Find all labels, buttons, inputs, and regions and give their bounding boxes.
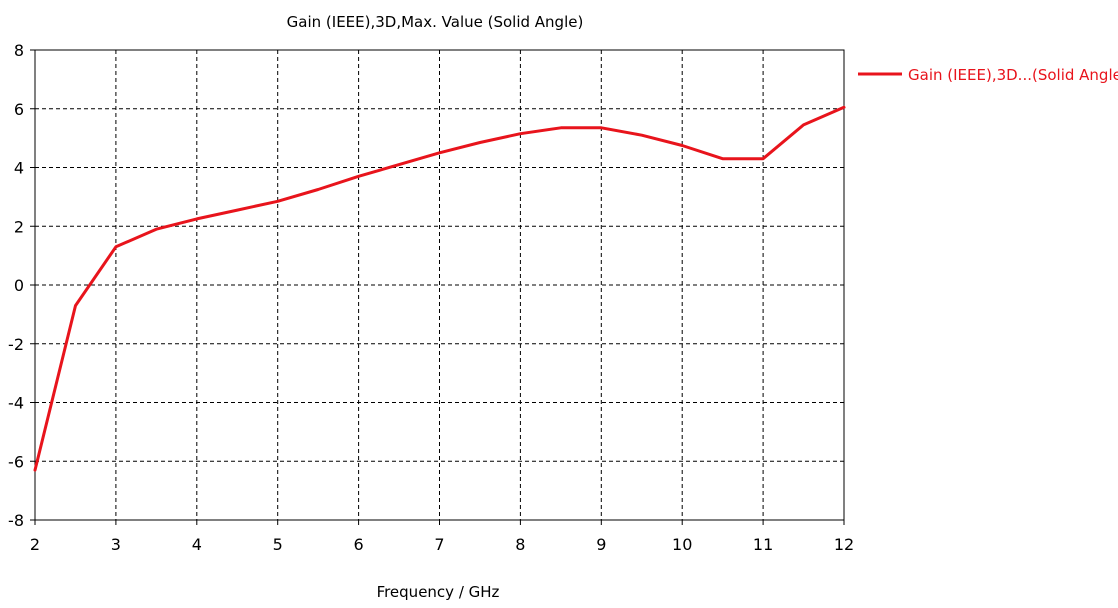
y-tick-label: -6: [8, 452, 24, 471]
x-axis-label: Frequency / GHz: [377, 583, 500, 601]
x-tick-label: 9: [596, 535, 606, 554]
y-tick-label: 2: [14, 217, 24, 236]
x-tick-label: 7: [434, 535, 444, 554]
x-tick-label: 3: [111, 535, 121, 554]
x-tick-label: 5: [273, 535, 283, 554]
y-tick-label: -8: [8, 511, 24, 530]
y-tick-label: 4: [14, 159, 24, 178]
y-tick-label: -2: [8, 335, 24, 354]
y-tick-labels: -8 -6 -4 -2 0 2 4 6 8: [8, 41, 24, 530]
x-tick-label: 8: [515, 535, 525, 554]
legend-label: Gain (IEEE),3D...(Solid Angle): [908, 66, 1118, 84]
legend[interactable]: Gain (IEEE),3D...(Solid Angle): [858, 66, 1118, 84]
series-lines: [33, 105, 846, 472]
y-tick-label: 8: [14, 41, 24, 60]
x-tick-labels: 2 3 4 5 6 7 8 9 10 11 12: [30, 535, 854, 554]
y-tick-label: -4: [8, 394, 24, 413]
x-tick-label: 10: [672, 535, 692, 554]
y-tick-label: 6: [14, 100, 24, 119]
y-tick-label: 0: [14, 276, 24, 295]
grid-lines: [35, 50, 844, 520]
x-tick-label: 6: [354, 535, 364, 554]
x-tick-label: 12: [834, 535, 854, 554]
x-tick-label: 4: [192, 535, 202, 554]
x-tick-label: 2: [30, 535, 40, 554]
chart-title: Gain (IEEE),3D,Max. Value (Solid Angle): [287, 13, 584, 31]
series-line: [33, 105, 846, 472]
x-tick-label: 11: [753, 535, 773, 554]
plot-frame: [30, 49, 845, 525]
